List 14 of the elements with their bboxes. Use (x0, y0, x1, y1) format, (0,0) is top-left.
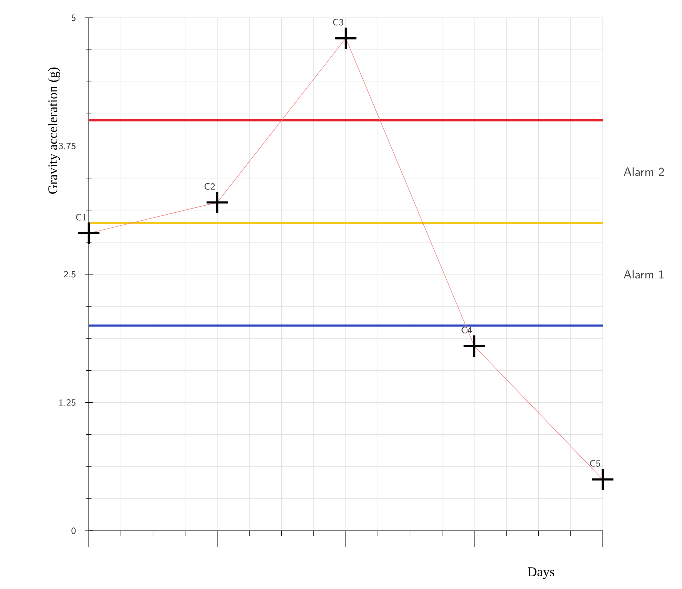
data-label: C5 (590, 460, 600, 467)
data-label: C4 (462, 326, 472, 334)
y-tick-label: 0 (72, 528, 76, 534)
text: Alarm 2 (624, 168, 664, 176)
data-label: C1 (76, 214, 86, 221)
y-tick-label: 5 (72, 14, 76, 22)
y-tick-label: 1.25 (60, 399, 76, 406)
x-axis-title: Days (528, 568, 555, 580)
data-label: C2 (204, 183, 215, 190)
y-tick-label: 3.75 (59, 142, 76, 150)
y-axis-title: Gravity acceleration (g) (48, 68, 60, 194)
data-label: C3 (333, 19, 344, 26)
text: Alarm 1 (624, 270, 664, 279)
y-tick-label: 2.5 (64, 271, 76, 278)
